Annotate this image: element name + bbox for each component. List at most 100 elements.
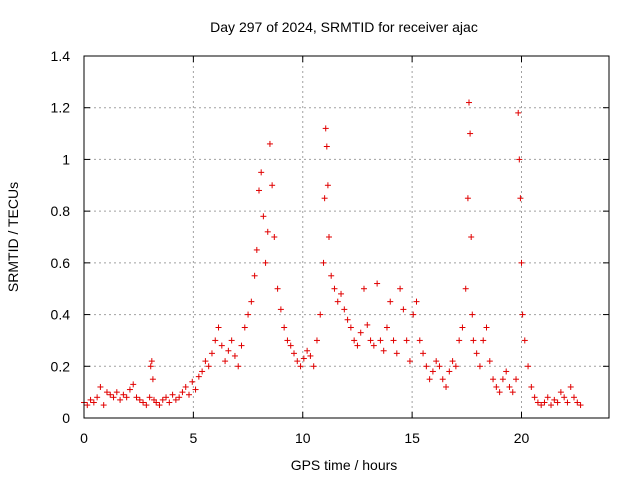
data-point (357, 329, 364, 336)
data-point (446, 368, 453, 375)
data-point (300, 355, 307, 362)
data-point (264, 228, 271, 235)
data-point (277, 306, 284, 313)
data-point (503, 368, 510, 375)
data-point (192, 386, 199, 393)
data-point (513, 376, 520, 383)
data-point (554, 399, 561, 406)
y-axis-title: SRMTID / TECUs (5, 182, 21, 292)
data-point (516, 156, 523, 163)
data-point (287, 342, 294, 349)
data-point (354, 342, 361, 349)
data-point (483, 324, 490, 331)
y-tick-label: 0 (62, 410, 70, 426)
data-point (294, 358, 301, 365)
data-point (225, 347, 232, 354)
data-point (493, 383, 500, 390)
data-point (176, 394, 183, 401)
data-point (113, 389, 120, 396)
data-point (208, 350, 215, 357)
data-point (297, 363, 304, 370)
data-point (338, 290, 345, 297)
data-point (443, 383, 450, 390)
data-point (403, 337, 410, 344)
data-point (107, 391, 114, 398)
data-point (534, 399, 541, 406)
data-point (452, 363, 459, 370)
data-point (258, 169, 265, 176)
data-point (100, 402, 107, 409)
data-point (525, 363, 532, 370)
y-tick-label: 0.8 (51, 203, 71, 219)
data-point (548, 402, 555, 409)
data-point (222, 358, 229, 365)
data-point (147, 363, 154, 370)
data-point (468, 234, 475, 240)
data-point (429, 368, 436, 375)
data-point (528, 383, 535, 390)
data-point (140, 399, 147, 406)
data-point (179, 389, 186, 396)
data-point (241, 324, 248, 331)
data-point (374, 280, 381, 287)
data-point (470, 337, 477, 344)
data-point (490, 376, 497, 383)
data-point (574, 399, 581, 406)
data-point (541, 399, 548, 406)
data-point (351, 337, 358, 344)
data-point (117, 396, 124, 403)
data-point (149, 376, 156, 383)
data-point (189, 378, 196, 385)
data-point (506, 383, 513, 390)
data-point (439, 376, 446, 383)
data-point (324, 182, 331, 189)
data-point (284, 337, 291, 344)
data-point (469, 311, 476, 318)
data-point (274, 285, 281, 292)
data-point (486, 358, 493, 365)
data-point (271, 234, 278, 240)
data-point (496, 389, 503, 396)
data-point (256, 187, 262, 194)
x-axis-title: GPS time / hours (291, 457, 398, 473)
data-point (291, 350, 297, 357)
data-point (205, 363, 212, 370)
data-point (436, 363, 443, 370)
data-point (199, 368, 206, 375)
data-point (103, 389, 110, 396)
data-point (390, 337, 397, 344)
data-point (400, 306, 407, 313)
data-point (228, 337, 235, 344)
x-tick-label: 20 (514, 430, 530, 446)
data-point (410, 311, 417, 318)
data-points-layer (81, 99, 584, 409)
data-point (321, 195, 328, 202)
data-point (518, 259, 525, 266)
data-point (202, 358, 209, 365)
data-point (304, 347, 311, 354)
data-point (433, 358, 440, 365)
data-point (148, 358, 155, 365)
data-point (567, 383, 574, 390)
x-tick-label: 5 (189, 430, 197, 446)
data-point (186, 391, 192, 398)
data-point (466, 99, 472, 106)
data-point (464, 195, 471, 202)
data-point (449, 358, 456, 365)
data-point (90, 399, 97, 406)
data-point (361, 285, 367, 292)
data-point (561, 394, 568, 401)
data-point (521, 337, 528, 344)
data-point (130, 381, 137, 388)
data-point (544, 394, 551, 401)
data-point (334, 298, 341, 305)
grid-layer (84, 56, 609, 418)
data-point (387, 298, 394, 305)
data-point (426, 376, 433, 383)
data-point (347, 324, 354, 331)
data-point (331, 285, 338, 292)
data-point (377, 337, 384, 344)
data-point (136, 396, 143, 403)
data-point (307, 352, 314, 359)
data-point (120, 391, 127, 398)
